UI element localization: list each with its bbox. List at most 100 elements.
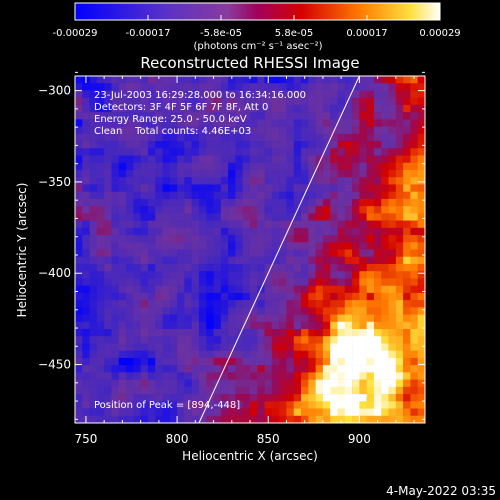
- annotation-energy: Energy Range: 25.0 - 50.0 keV: [94, 114, 247, 125]
- heatmap-cell: [155, 76, 163, 84]
- heatmap-cell: [257, 379, 265, 388]
- heatmap-cell: [220, 285, 229, 294]
- heatmap-cell: [133, 307, 141, 315]
- heatmap-cell: [82, 119, 90, 127]
- heatmap-cell: [169, 285, 178, 294]
- heatmap-cell: [403, 350, 411, 359]
- heatmap-cell: [155, 206, 163, 214]
- heatmap-cell: [257, 220, 265, 229]
- heatmap-cell: [198, 112, 207, 120]
- heatmap-cell: [184, 104, 192, 113]
- heatmap-cell: [271, 256, 280, 265]
- heatmap-cell: [373, 401, 382, 409]
- heatmap-cell: [198, 97, 207, 106]
- heatmap-cell: [410, 357, 419, 366]
- heatmap-cell: [96, 379, 105, 388]
- heatmap-cell: [184, 126, 192, 135]
- heatmap-cell: [410, 401, 419, 409]
- heatmap-cell: [366, 336, 375, 344]
- heatmap-cell: [75, 285, 83, 294]
- heatmap-cell: [140, 177, 149, 185]
- heatmap-cell: [308, 213, 316, 221]
- heatmap-cell: [191, 235, 200, 243]
- heatmap-cell: [250, 162, 258, 171]
- heatmap-cell: [155, 307, 163, 315]
- heatmap-cell: [301, 263, 309, 272]
- heatmap-cell: [388, 401, 397, 409]
- heatmap-cell: [279, 350, 287, 359]
- heatmap-cell: [147, 278, 156, 286]
- heatmap-cell: [213, 191, 222, 200]
- heatmap-cell: [213, 292, 222, 301]
- heatmap-cell: [155, 365, 163, 373]
- heatmap-cell: [111, 357, 120, 366]
- heatmap-cell: [213, 133, 222, 142]
- heatmap-cell: [147, 177, 156, 185]
- heatmap-cell: [242, 104, 251, 113]
- heatmap-cell: [322, 177, 331, 185]
- heatmap-cell: [330, 169, 338, 178]
- heatmap-cell: [286, 314, 295, 323]
- heatmap-cell: [104, 329, 112, 337]
- heatmap-cell: [279, 112, 287, 120]
- heatmap-cell: [286, 119, 295, 127]
- heatmap-cell: [322, 307, 331, 315]
- heatmap-cell: [228, 329, 236, 337]
- heatmap-cell: [140, 372, 149, 380]
- heatmap-cell: [104, 206, 112, 214]
- heatmap-cell: [359, 329, 367, 337]
- heatmap-cell: [395, 271, 404, 279]
- heatmap-cell: [104, 191, 112, 200]
- heatmap-cell: [337, 242, 346, 250]
- heatmap-cell: [162, 314, 171, 323]
- heatmap-cell: [140, 227, 149, 236]
- heatmap-cell: [191, 76, 200, 84]
- heatmap-cell: [162, 278, 171, 286]
- heatmap-cell: [111, 76, 120, 84]
- heatmap-cell: [184, 285, 192, 294]
- heatmap-cell: [126, 220, 134, 229]
- heatmap-cell: [257, 365, 265, 373]
- heatmap-cell: [184, 292, 192, 301]
- heatmap-cell: [395, 206, 404, 214]
- heatmap-cell: [228, 336, 236, 344]
- heatmap-cell: [111, 104, 120, 113]
- heatmap-cell: [118, 227, 127, 236]
- heatmap-cell: [264, 169, 273, 178]
- heatmap-cell: [381, 126, 389, 135]
- heatmap-cell: [198, 249, 207, 258]
- heatmap-cell: [111, 365, 120, 373]
- heatmap-cell: [344, 133, 353, 142]
- heatmap-cell: [191, 292, 200, 301]
- heatmap-cell: [337, 90, 346, 98]
- heatmap-cell: [366, 141, 375, 149]
- heatmap-cell: [162, 415, 171, 423]
- heatmap-cell: [410, 112, 419, 120]
- heatmap-cell: [315, 242, 324, 250]
- heatmap-cell: [286, 256, 295, 265]
- heatmap-cell: [111, 206, 120, 214]
- heatmap-cell: [250, 104, 258, 113]
- heatmap-cell: [191, 329, 200, 337]
- heatmap-cell: [381, 372, 389, 380]
- heatmap-cell: [417, 220, 425, 229]
- heatmap-cell: [140, 119, 149, 127]
- heatmap-cell: [82, 307, 90, 315]
- heatmap-cell: [337, 408, 346, 417]
- heatmap-cell: [133, 104, 141, 113]
- heatmap-cell: [118, 249, 127, 258]
- heatmap-cell: [330, 206, 338, 214]
- heatmap-cell: [111, 220, 120, 229]
- heatmap-cell: [417, 184, 425, 192]
- heatmap-cell: [388, 365, 397, 373]
- heatmap-cell: [403, 336, 411, 344]
- heatmap-cell: [322, 235, 331, 243]
- heatmap-cell: [388, 278, 397, 286]
- heatmap-cell: [293, 357, 302, 366]
- heatmap-cell: [198, 278, 207, 286]
- heatmap-cell: [352, 213, 360, 221]
- heatmap-cell: [337, 329, 346, 337]
- heatmap-cell: [271, 206, 280, 214]
- heatmap-cell: [118, 235, 127, 243]
- heatmap-cell: [271, 90, 280, 98]
